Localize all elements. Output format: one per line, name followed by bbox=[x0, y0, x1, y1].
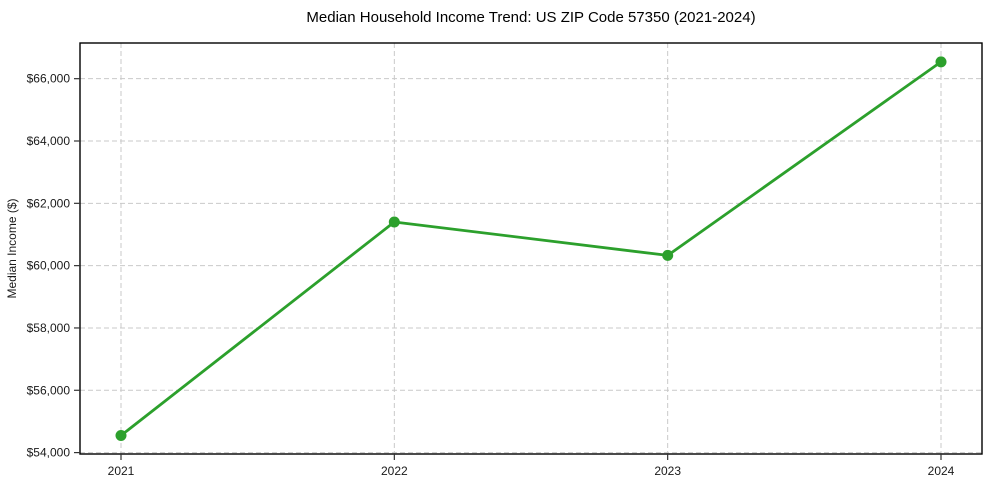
y-tick-label: $66,000 bbox=[27, 72, 71, 86]
y-axis-title: Median Income ($) bbox=[5, 198, 19, 298]
data-point-marker bbox=[935, 56, 947, 68]
y-tick-label: $54,000 bbox=[27, 446, 71, 460]
trend-line bbox=[119, 60, 943, 437]
y-tick-label: $58,000 bbox=[27, 321, 71, 335]
x-tick-label: 2021 bbox=[108, 464, 135, 478]
chart-title: Median Household Income Trend: US ZIP Co… bbox=[306, 9, 756, 26]
x-tick-label: 2022 bbox=[381, 464, 408, 478]
data-point-marker bbox=[115, 430, 127, 441]
plot-border bbox=[79, 42, 983, 455]
x-tick-label: 2023 bbox=[654, 464, 681, 478]
y-tick-label: $64,000 bbox=[27, 134, 71, 148]
data-point-marker bbox=[662, 249, 674, 261]
y-tick-label: $62,000 bbox=[27, 196, 71, 210]
x-tick-label: 2024 bbox=[928, 464, 955, 478]
data-point-marker bbox=[388, 216, 400, 228]
y-tick-label: $60,000 bbox=[27, 259, 71, 273]
y-tick-label: $56,000 bbox=[27, 383, 71, 397]
